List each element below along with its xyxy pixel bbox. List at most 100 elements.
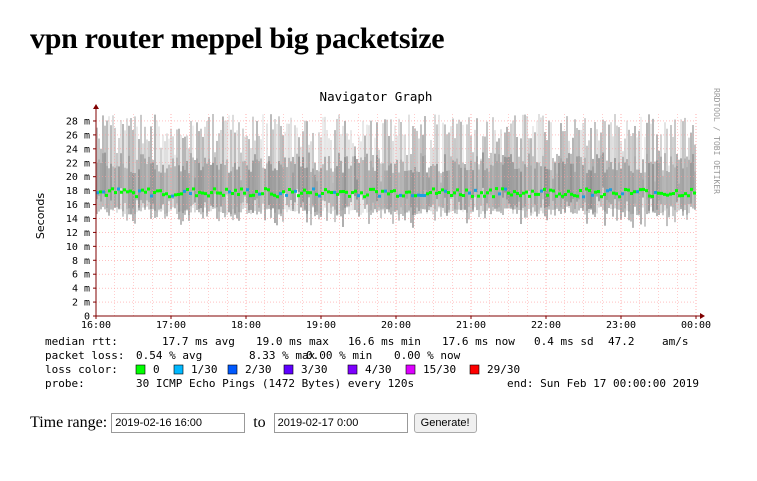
legend-median-label: median rtt: [45, 335, 118, 348]
median-point [258, 192, 261, 196]
smoke-core [542, 155, 544, 200]
median-point [669, 192, 672, 196]
smoke-core [178, 165, 180, 220]
smoke-band [538, 114, 540, 210]
median-point [672, 192, 675, 196]
smoke-core [618, 162, 620, 202]
time-range-to-label: to [253, 414, 266, 431]
smoke-core [452, 160, 454, 197]
smoke-core [540, 166, 542, 208]
y-tick-label: 22 m [66, 158, 90, 169]
smoke-band [540, 117, 542, 211]
y-tick-label: 10 m [66, 242, 90, 253]
time-range-to-input[interactable] [273, 413, 408, 433]
smoke-core [556, 153, 558, 209]
smoke-core [338, 152, 340, 196]
smoke-core [566, 158, 568, 202]
generate-button[interactable]: Generate! [413, 413, 477, 433]
smoke-core [450, 156, 452, 199]
smoke-core [162, 164, 164, 205]
smoke-core [564, 164, 566, 213]
smoke-core [646, 153, 648, 200]
median-point [378, 194, 381, 198]
median-point [564, 193, 567, 197]
smoke-band [272, 129, 274, 209]
median-point [324, 188, 327, 192]
median-point [246, 188, 249, 192]
smoke-core [394, 163, 396, 212]
smoke-core [400, 159, 402, 208]
median-point [663, 192, 666, 196]
smoke-core [98, 159, 100, 196]
smoke-core [300, 166, 302, 208]
y-tick-label: 4 m [72, 284, 90, 295]
median-point [132, 191, 135, 195]
smoke-core [396, 159, 398, 211]
smoke-core [110, 163, 112, 201]
median-point [546, 193, 549, 197]
smoke-core [224, 164, 226, 218]
median-point [405, 190, 408, 194]
smoke-core [642, 159, 644, 198]
median-point [426, 192, 429, 196]
smoke-band [262, 114, 264, 210]
smoke-core [332, 171, 334, 207]
median-point [675, 189, 678, 193]
smoke-core [568, 153, 570, 207]
median-point [567, 189, 570, 193]
median-point [339, 190, 342, 194]
smoke-core [504, 156, 506, 193]
legend-loss-avg: 0.54 % avg [136, 349, 202, 362]
median-point [540, 189, 543, 193]
smoke-core [136, 159, 138, 201]
smoke-band [390, 119, 392, 208]
smoke-band [384, 119, 386, 214]
smoke-core [96, 162, 98, 200]
smoke-core [186, 160, 188, 210]
axes-layer [93, 104, 705, 319]
median-point [660, 191, 663, 195]
median-point [414, 194, 417, 198]
smoke-core [602, 152, 604, 188]
smoke-core [560, 158, 562, 208]
smoke-core [218, 169, 220, 222]
median-point [654, 190, 657, 194]
smoke-core [596, 154, 598, 197]
smoke-core [604, 172, 606, 226]
median-point [588, 189, 591, 193]
y-tick-label: 6 m [72, 270, 90, 281]
smoke-core [626, 159, 628, 202]
smoke-core [582, 164, 584, 211]
smoke-core [188, 173, 190, 221]
smoke-core [436, 163, 438, 200]
smoke-band [604, 121, 606, 212]
smoke-core [456, 158, 458, 210]
median-point [327, 190, 330, 194]
loss-color-label: 0 [153, 363, 160, 376]
smoke-core [464, 164, 466, 210]
smoke-core [256, 159, 258, 199]
smoke-core [648, 163, 650, 211]
median-point [309, 191, 312, 195]
smoke-core [190, 153, 192, 207]
smoke-band [342, 125, 344, 211]
median-point [441, 188, 444, 192]
time-range-from-input[interactable] [111, 413, 246, 433]
smoke-core [688, 159, 690, 205]
median-point [273, 193, 276, 197]
smoke-core [324, 156, 326, 202]
smoke-core [116, 152, 118, 208]
smoke-core [286, 167, 288, 206]
smoke-core [100, 163, 102, 202]
median-point [549, 188, 552, 192]
median-point [417, 193, 420, 197]
smoke-core [644, 172, 646, 227]
median-point [651, 194, 654, 198]
smoke-core [312, 168, 314, 206]
median-point [141, 188, 144, 192]
median-point [144, 190, 147, 194]
median-point [369, 187, 372, 191]
smoke-core [682, 168, 684, 216]
median-point [447, 191, 450, 195]
smoke-core [600, 155, 602, 194]
